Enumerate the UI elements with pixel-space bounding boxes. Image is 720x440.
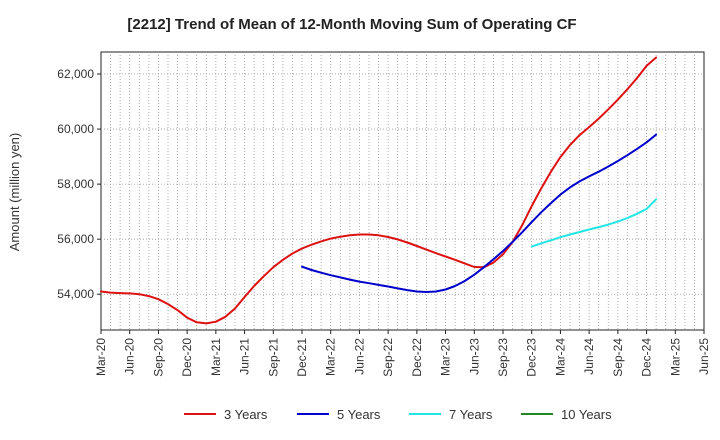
x-tick-label: Mar-20 (94, 338, 108, 376)
y-axis-label: Amount (million yen) (7, 133, 22, 252)
x-tick-label: Dec-21 (295, 338, 309, 377)
legend: 3 Years 5 Years 7 Years 10 Years (184, 407, 612, 422)
x-tick-label: Dec-24 (640, 338, 654, 377)
x-tick-label: Mar-25 (668, 338, 682, 376)
x-tick-label: Sep-22 (381, 338, 395, 377)
x-tick-label: Mar-24 (553, 338, 567, 376)
y-tick-label: 54,000 (57, 287, 94, 301)
legend-label-7-years: 7 Years (449, 407, 493, 422)
plot-area (100, 51, 705, 331)
x-tick-label: Jun-24 (582, 338, 596, 375)
x-tick-label: Jun-25 (697, 338, 711, 375)
series-line-7-years (530, 198, 658, 248)
x-tick-label: Jun-22 (352, 338, 366, 375)
x-tick-label: Sep-20 (151, 338, 165, 377)
x-tick-label: Sep-21 (266, 338, 280, 377)
plot-frame (100, 51, 705, 331)
series-line-5-years (301, 133, 658, 293)
legend-label-10-years: 10 Years (561, 407, 612, 422)
y-axis-ticks: 54,000 56,000 58,000 60,000 62,000 (57, 67, 101, 301)
x-tick-label: Mar-21 (209, 338, 223, 376)
chart-title: [2212] Trend of Mean of 12-Month Moving … (127, 16, 576, 33)
y-tick-label: 56,000 (57, 232, 94, 246)
x-tick-label: Sep-23 (496, 338, 510, 377)
x-tick-label: Dec-23 (525, 338, 539, 377)
legend-label-5-years: 5 Years (337, 407, 381, 422)
legend-label-3-years: 3 Years (224, 407, 268, 422)
x-tick-label: Mar-22 (324, 338, 338, 376)
y-tick-label: 60,000 (57, 122, 94, 136)
x-tick-label: Jun-20 (123, 338, 137, 375)
series-line-3-years (100, 56, 658, 325)
x-axis-ticks: Mar-20 Jun-20 Sep-20 Dec-20 Mar-21 Jun-21 Sep-… (94, 330, 711, 377)
series-lines (100, 56, 658, 325)
x-tick-label: Jun-21 (238, 338, 252, 375)
x-tick-label: Jun-23 (467, 338, 481, 375)
x-tick-label: Dec-22 (410, 338, 424, 377)
y-tick-label: 62,000 (57, 67, 94, 81)
y-tick-label: 58,000 (57, 177, 94, 191)
x-tick-label: Mar-23 (439, 338, 453, 376)
x-tick-label: Dec-20 (180, 338, 194, 377)
x-tick-label: Sep-24 (611, 338, 625, 377)
